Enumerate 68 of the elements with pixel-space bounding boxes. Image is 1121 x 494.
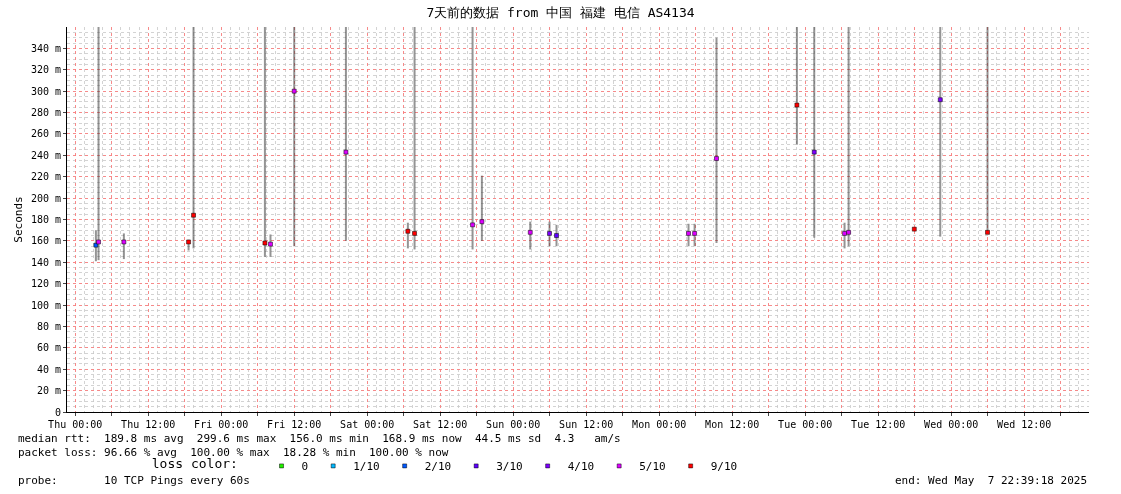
x-tick-label: Sat 12:00 bbox=[413, 419, 468, 430]
y-tick-label: 200 m bbox=[30, 192, 61, 204]
x-tick-label: Fri 12:00 bbox=[267, 419, 322, 430]
point bbox=[692, 231, 697, 236]
y-tick-label: 240 m bbox=[30, 149, 61, 161]
text: probe: 10 TCP Pings every 60s bbox=[18, 474, 250, 487]
point bbox=[291, 88, 297, 94]
point bbox=[938, 97, 943, 102]
y-tick-label: 260 m bbox=[30, 128, 61, 140]
y-tick-label: 20 m bbox=[36, 385, 61, 397]
point bbox=[547, 231, 552, 236]
x-tick-label: Sat 00:00 bbox=[340, 419, 395, 430]
point bbox=[686, 231, 691, 236]
point bbox=[121, 239, 127, 245]
x-tick-label: Mon 12:00 bbox=[705, 419, 760, 430]
text: median rtt: 189.8 ms avg 299.6 ms max 156.0 ms min 168.9 ms now 44.5 ms sd 4.3 am/s bbox=[18, 432, 621, 445]
point bbox=[412, 231, 417, 236]
legend-label: 1/10 bbox=[353, 460, 380, 474]
point bbox=[262, 240, 268, 246]
x-tick-label: Wed 12:00 bbox=[997, 419, 1052, 430]
point bbox=[405, 229, 411, 234]
y-tick-label: 220 m bbox=[30, 171, 61, 183]
x-tick-label: Fri 00:00 bbox=[194, 419, 249, 430]
legend-label: 5/10 bbox=[639, 460, 666, 474]
point bbox=[842, 231, 847, 236]
text: packet loss: 96.66 % avg 100.00 % max 18.28 % min 100.00 % now bbox=[18, 446, 449, 459]
y-tick-label: 140 m bbox=[30, 256, 61, 268]
point bbox=[470, 222, 475, 228]
point bbox=[191, 212, 196, 218]
y-tick-label: 0 bbox=[54, 406, 61, 418]
legend-label: 9/10 bbox=[710, 460, 738, 474]
point bbox=[479, 219, 485, 224]
point bbox=[268, 241, 273, 247]
chart-title: 7天前的数据 from 中国 福建 电信 AS4134 bbox=[426, 4, 695, 20]
legend-label: 2/10 bbox=[424, 460, 452, 474]
y-tick-label: 300 m bbox=[30, 85, 61, 97]
point bbox=[794, 102, 800, 108]
legend-label: 3/10 bbox=[496, 460, 523, 474]
legend-label: 0 bbox=[301, 460, 309, 474]
point bbox=[811, 149, 817, 155]
x-tick-label: Tue 00:00 bbox=[778, 419, 833, 430]
y-tick-label: 160 m bbox=[30, 235, 61, 247]
point bbox=[846, 230, 851, 235]
y-tick-label: 280 m bbox=[30, 107, 61, 119]
y-axis-title: Seconds bbox=[11, 196, 25, 243]
y-tick-label: 40 m bbox=[36, 363, 61, 375]
x-tick-label: Thu 12:00 bbox=[121, 419, 176, 430]
x-tick-label: Mon 00:00 bbox=[632, 419, 687, 430]
x-tick-label: Wed 00:00 bbox=[924, 419, 979, 430]
y-tick-label: 60 m bbox=[36, 342, 61, 354]
legend-label: 4/10 bbox=[567, 460, 595, 474]
y-tick-label: 320 m bbox=[30, 64, 61, 76]
point bbox=[528, 230, 533, 235]
x-tick-label: Sun 12:00 bbox=[559, 419, 614, 430]
y-tick-label: 80 m bbox=[36, 320, 61, 332]
text: end: Wed May 7 22:39:18 2025 bbox=[895, 474, 1088, 487]
y-tick-label: 180 m bbox=[30, 214, 61, 225]
point bbox=[186, 239, 191, 245]
point bbox=[554, 233, 559, 238]
x-tick-label: Thu 00:00 bbox=[48, 419, 103, 430]
y-tick-label: 100 m bbox=[30, 299, 61, 311]
point bbox=[343, 149, 349, 155]
x-tick-label: Tue 12:00 bbox=[851, 419, 906, 430]
point bbox=[714, 156, 719, 161]
y-tick-label: 340 m bbox=[30, 42, 61, 54]
point bbox=[985, 230, 990, 235]
y-tick-label: 120 m bbox=[30, 278, 61, 290]
x-tick-label: Sun 00:00 bbox=[486, 419, 541, 430]
